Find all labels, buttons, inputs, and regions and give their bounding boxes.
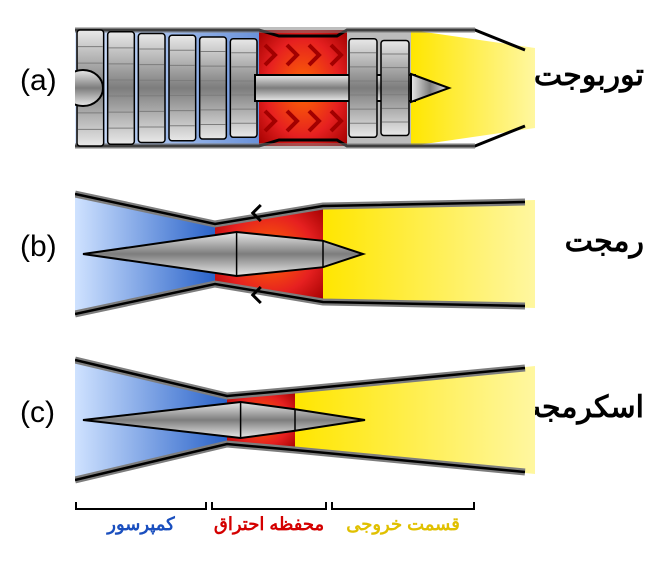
caption-bracket xyxy=(75,502,207,510)
caption-row: قسمت خروجیمحفظه احتراقکمپرسور xyxy=(75,502,475,562)
engine-label-ramjet: رمجت xyxy=(565,224,644,259)
row-letter: (b) xyxy=(20,230,57,264)
row-letter: (c) xyxy=(20,396,55,430)
caption-bracket xyxy=(331,502,475,510)
engine-diagram-ramjet xyxy=(75,184,475,324)
engine-diagram-scramjet xyxy=(75,350,475,490)
engine-row-turbojet: (a) توربوجت xyxy=(0,8,660,168)
caption-text: کمپرسور xyxy=(75,514,207,535)
engine-diagram-turbojet xyxy=(75,18,475,158)
engine-row-scramjet: (c)اسکرمجت xyxy=(0,340,660,500)
engine-label-turbojet: توربوجت xyxy=(534,58,644,93)
row-letter: (a) xyxy=(20,64,57,98)
caption-bracket xyxy=(211,502,327,510)
engine-row-ramjet: (b) رمجت xyxy=(0,174,660,334)
caption-text: قسمت خروجی xyxy=(331,514,475,535)
caption-text: محفظه احتراق xyxy=(211,514,327,535)
